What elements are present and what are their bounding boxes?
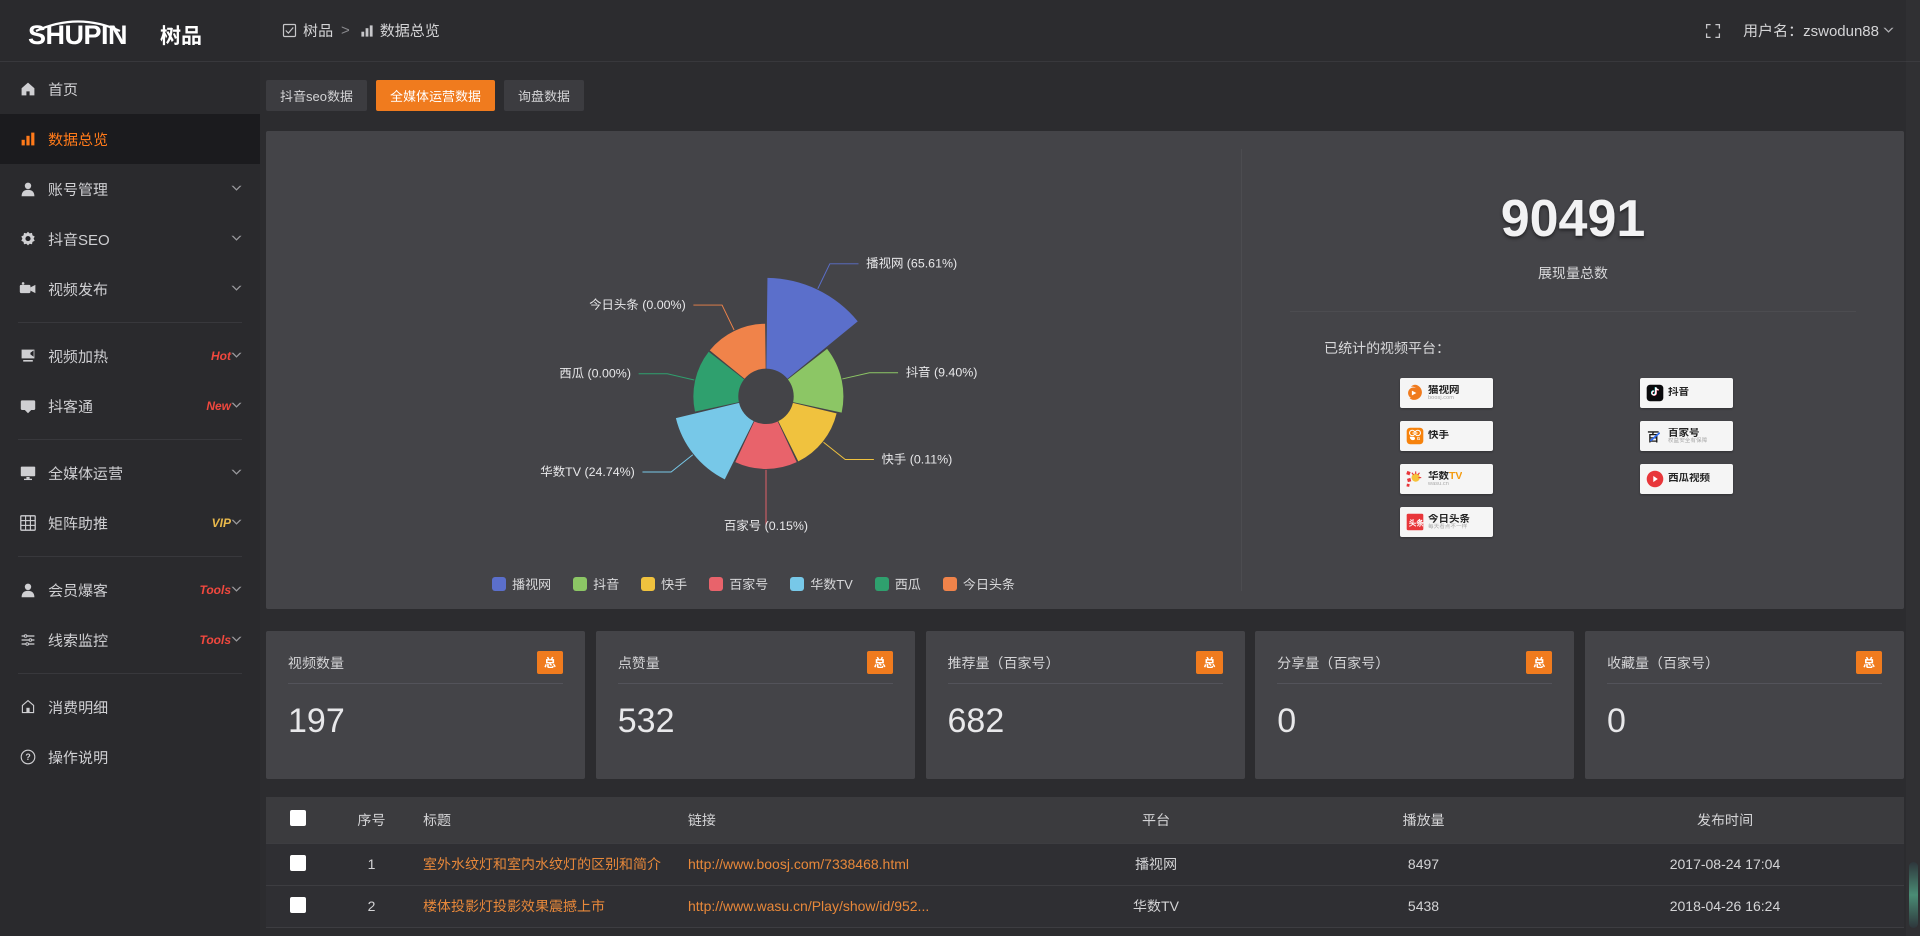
svg-text:树品: 树品: [160, 20, 202, 50]
svg-text:百家号 (0.15%): 百家号 (0.15%): [724, 519, 808, 533]
svg-text:播视网 (65.61%): 播视网 (65.61%): [866, 257, 957, 271]
svg-text:G: G: [1417, 436, 1421, 441]
svg-text:快手 (0.11%): 快手 (0.11%): [882, 452, 953, 466]
svg-text:华数TV (24.74%): 华数TV (24.74%): [540, 465, 634, 479]
svg-text:?: ?: [25, 752, 30, 762]
svg-text:SHUPIN: SHUPIN: [28, 20, 127, 50]
svg-text:今日头条 (0.00%): 今日头条 (0.00%): [589, 298, 686, 312]
svg-text:抖音 (9.40%): 抖音 (9.40%): [906, 366, 978, 380]
svg-text:西瓜 (0.00%): 西瓜 (0.00%): [559, 367, 631, 381]
svg-text:头条: 头条: [1409, 517, 1424, 527]
